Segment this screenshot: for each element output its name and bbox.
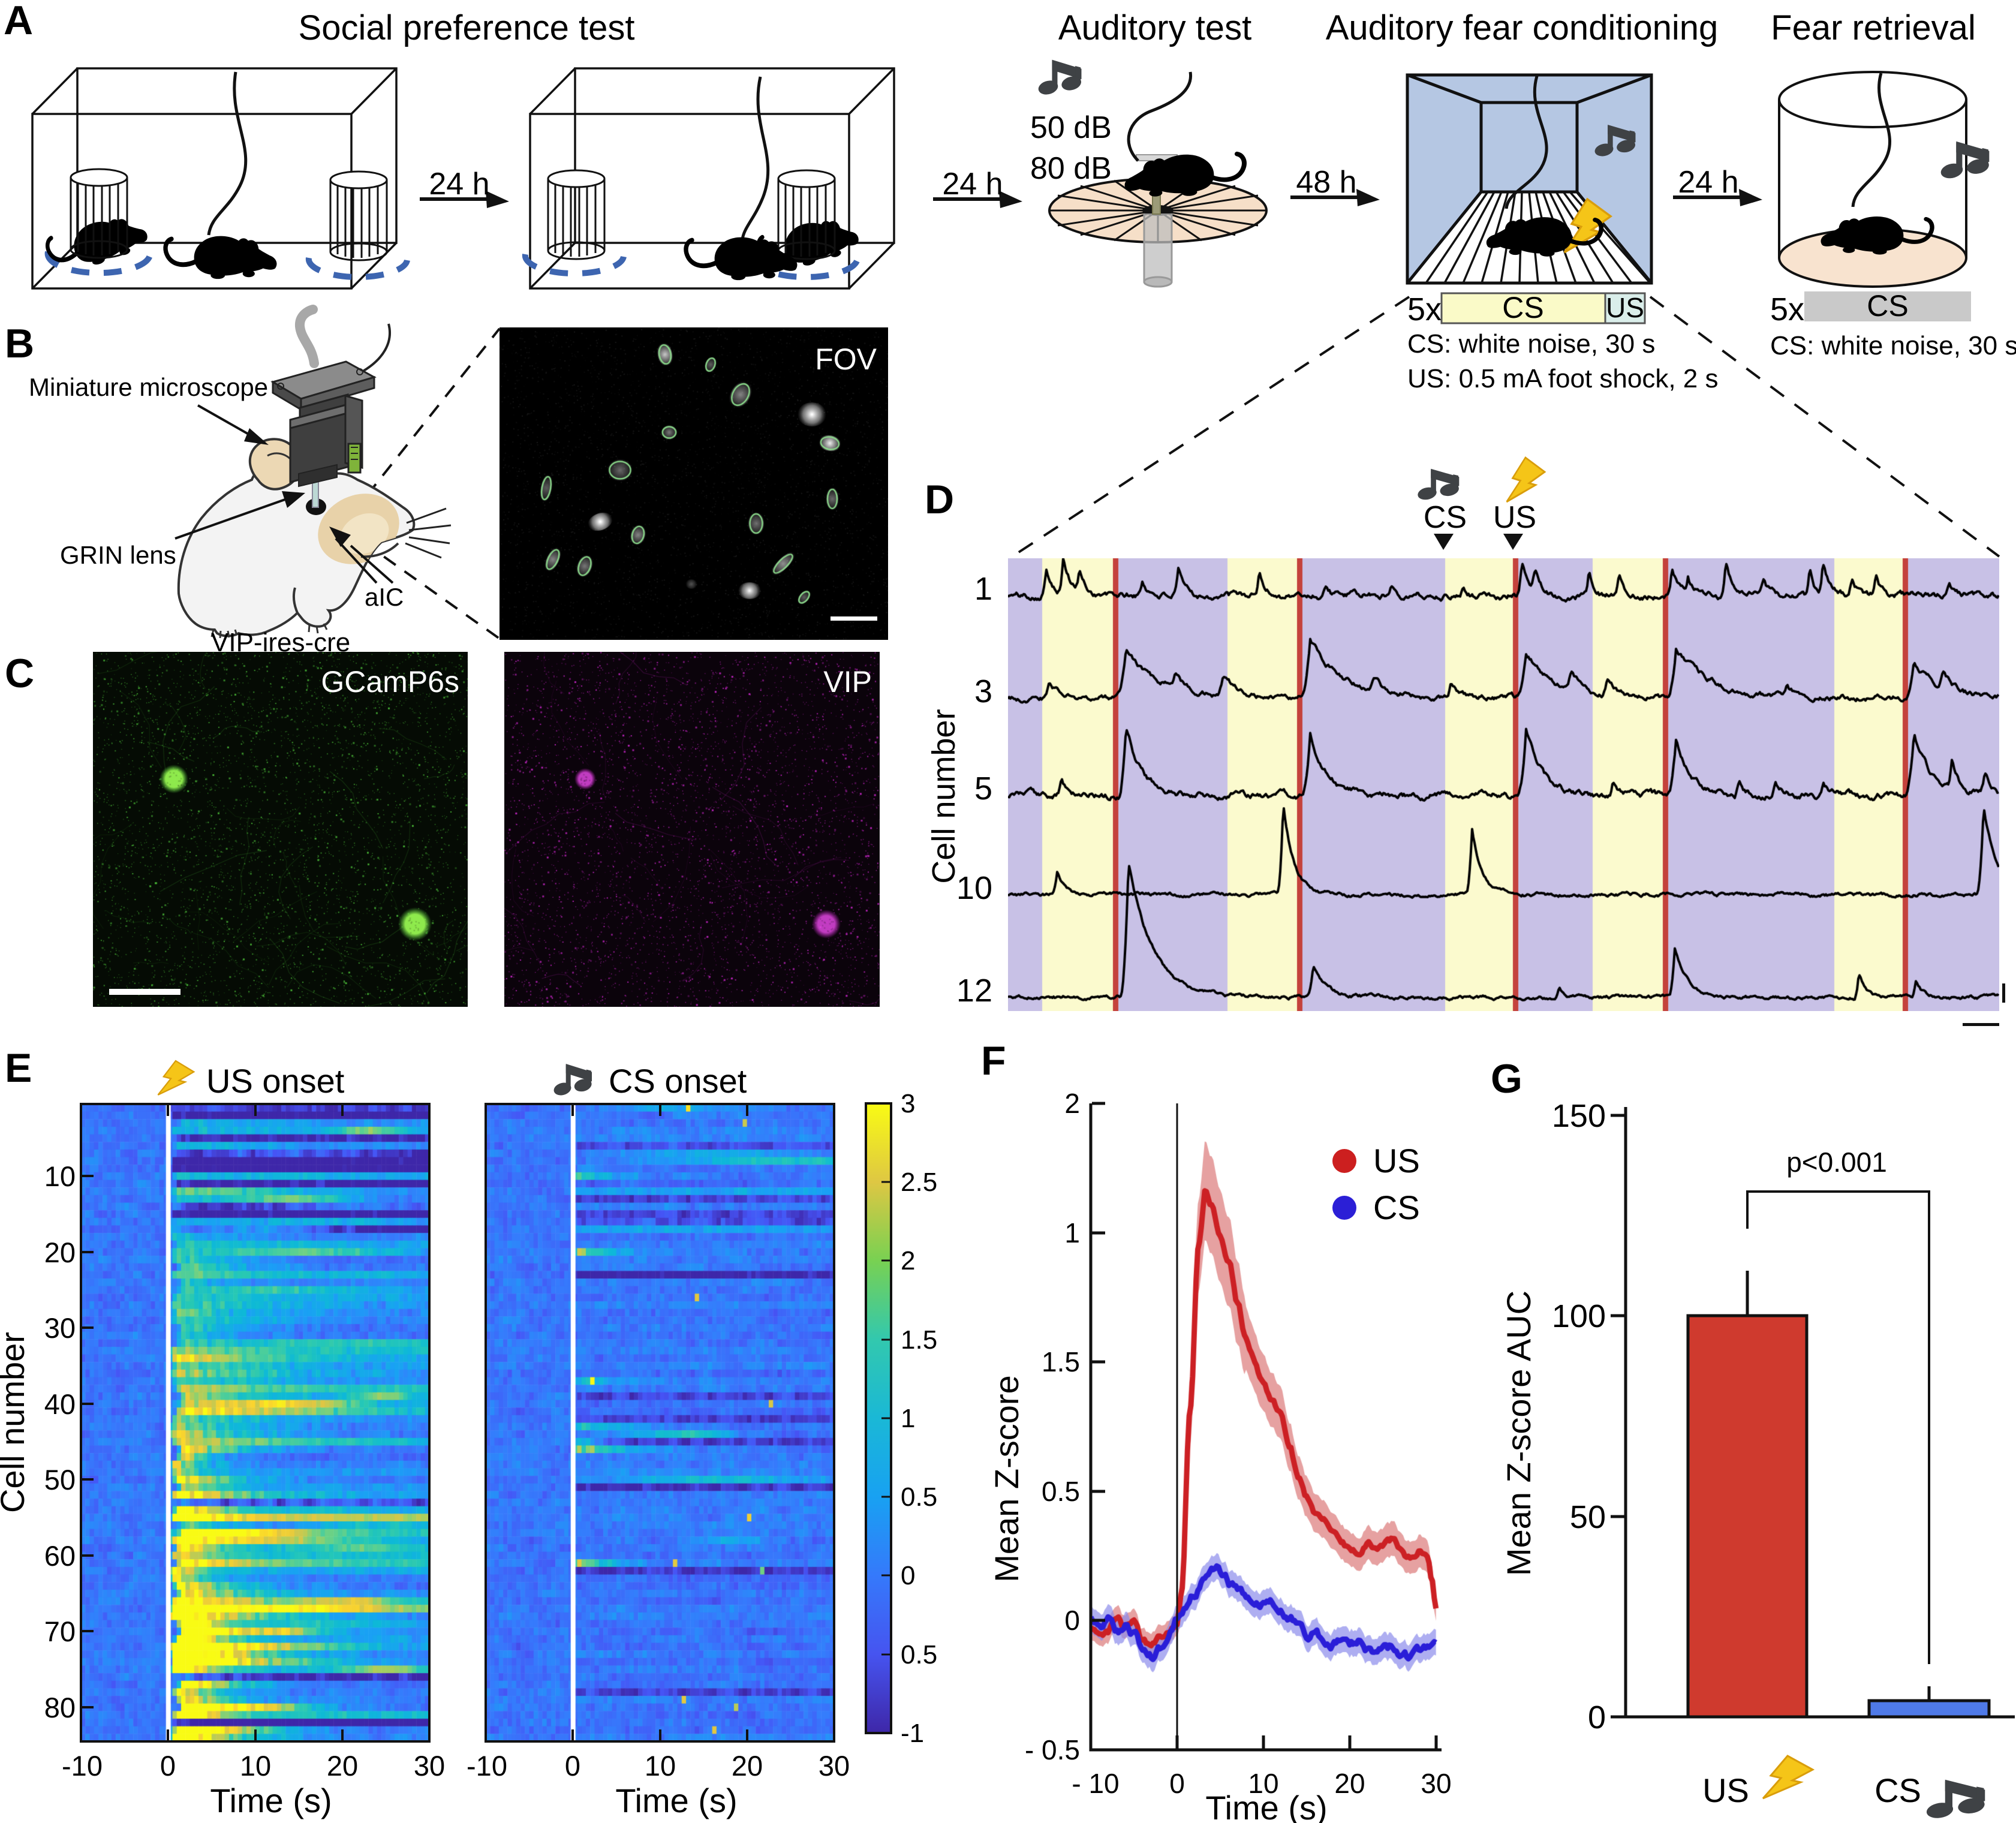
- svg-text:5: 5: [974, 771, 992, 807]
- svg-text:Mean Z-score AUC: Mean Z-score AUC: [1500, 1290, 1537, 1576]
- svg-text:-10: -10: [467, 1750, 507, 1782]
- svg-text:Mean Z-score: Mean Z-score: [988, 1375, 1025, 1582]
- svg-text:-10: -10: [62, 1750, 103, 1782]
- svg-text:US: US: [1702, 1771, 1749, 1809]
- svg-text:5x: 5x: [1407, 291, 1442, 327]
- svg-text:0.5: 0.5: [901, 1482, 937, 1512]
- svg-text:CS: CS: [1373, 1189, 1420, 1226]
- svg-text:US: US: [1493, 500, 1536, 535]
- svg-text:1: 1: [901, 1404, 915, 1433]
- svg-text:-1: -1: [901, 1719, 924, 1748]
- svg-text:CS: white noise, 30 s: CS: white noise, 30 s: [1770, 331, 2016, 360]
- svg-text:Social preference test: Social preference test: [299, 8, 635, 47]
- svg-text:30: 30: [1421, 1768, 1451, 1799]
- svg-text:Auditory fear conditioning: Auditory fear conditioning: [1326, 8, 1719, 47]
- svg-text:24 h: 24 h: [1678, 165, 1738, 200]
- svg-text:0: 0: [901, 1561, 915, 1590]
- svg-text:30: 30: [44, 1312, 76, 1344]
- svg-text:CS: CS: [1867, 289, 1908, 323]
- svg-text:CS: CS: [1874, 1771, 1921, 1809]
- svg-text:3: 3: [901, 1089, 915, 1118]
- svg-text:20: 20: [732, 1750, 763, 1782]
- svg-text:CS onset: CS onset: [609, 1062, 747, 1100]
- svg-text:US onset: US onset: [206, 1062, 345, 1100]
- svg-text:5x: 5x: [1770, 291, 1804, 327]
- svg-text:60: 60: [44, 1540, 76, 1572]
- svg-text:30: 30: [819, 1750, 850, 1782]
- svg-text:- 0.5: - 0.5: [1025, 1734, 1080, 1765]
- svg-text:10: 10: [645, 1750, 676, 1782]
- svg-text:Cell number: Cell number: [0, 1332, 31, 1513]
- svg-text:2.5: 2.5: [901, 1168, 937, 1197]
- svg-text:F: F: [981, 1038, 1006, 1084]
- svg-text:50: 50: [44, 1464, 76, 1496]
- svg-text:C: C: [5, 651, 34, 696]
- svg-text:D: D: [925, 477, 954, 522]
- svg-text:VIP: VIP: [823, 665, 872, 699]
- svg-text:0: 0: [1169, 1768, 1185, 1799]
- svg-text:10: 10: [240, 1750, 271, 1782]
- svg-text:1: 1: [974, 571, 992, 607]
- svg-text:30: 30: [414, 1750, 445, 1782]
- svg-text:24 h: 24 h: [429, 167, 489, 201]
- svg-text:20: 20: [44, 1237, 76, 1268]
- svg-text:80 dB: 80 dB: [1030, 151, 1112, 186]
- svg-text:1.5: 1.5: [1042, 1346, 1080, 1377]
- svg-text:FOV: FOV: [815, 342, 877, 376]
- svg-text:B: B: [5, 321, 34, 366]
- svg-text:VIP-ires-cre: VIP-ires-cre: [211, 628, 350, 657]
- svg-text:1.5: 1.5: [901, 1325, 937, 1355]
- svg-text:10: 10: [44, 1160, 76, 1192]
- svg-text:40: 40: [44, 1388, 76, 1420]
- svg-text:12: 12: [956, 973, 992, 1009]
- svg-text:70: 70: [44, 1616, 76, 1647]
- svg-text:G: G: [1491, 1056, 1522, 1102]
- svg-text:2: 2: [1064, 1088, 1080, 1119]
- svg-text:24 h: 24 h: [942, 167, 1003, 201]
- svg-text:Cell number: Cell number: [926, 709, 962, 883]
- svg-text:GRIN lens: GRIN lens: [60, 541, 176, 569]
- svg-text:US: US: [1373, 1142, 1420, 1180]
- svg-text:48 h: 48 h: [1296, 165, 1356, 200]
- svg-text:3: 3: [974, 673, 992, 709]
- svg-text:10: 10: [1248, 1768, 1278, 1799]
- svg-text:aIC: aIC: [365, 583, 404, 611]
- svg-text:E: E: [5, 1045, 32, 1091]
- svg-text:Time (s): Time (s): [210, 1782, 332, 1819]
- svg-text:0.5: 0.5: [901, 1640, 937, 1669]
- svg-text:10: 10: [956, 870, 992, 906]
- svg-text:Miniature microscope: Miniature microscope: [29, 373, 268, 401]
- svg-text:US: US: [1606, 292, 1644, 323]
- svg-text:0: 0: [1588, 1699, 1606, 1735]
- svg-text:50: 50: [1570, 1499, 1606, 1535]
- svg-text:20: 20: [1334, 1768, 1365, 1799]
- svg-text:80: 80: [44, 1692, 76, 1723]
- svg-text:Auditory test: Auditory test: [1058, 8, 1251, 47]
- svg-text:Fear retrieval: Fear retrieval: [1771, 8, 1976, 47]
- svg-text:2: 2: [901, 1246, 915, 1276]
- svg-text:150: 150: [1552, 1098, 1606, 1134]
- svg-text:0: 0: [565, 1750, 580, 1782]
- svg-text:- 10: - 10: [1072, 1768, 1119, 1799]
- svg-text:0: 0: [160, 1750, 176, 1782]
- svg-text:20: 20: [327, 1750, 358, 1782]
- svg-text:50 dB: 50 dB: [1030, 110, 1112, 145]
- svg-text:0: 0: [1064, 1605, 1080, 1636]
- svg-text:Time (s): Time (s): [615, 1782, 737, 1819]
- svg-text:CS: white noise, 30 s: CS: white noise, 30 s: [1407, 329, 1655, 359]
- svg-text:p<0.001: p<0.001: [1786, 1147, 1887, 1178]
- svg-text:100: 100: [1552, 1298, 1606, 1334]
- svg-text:GCamP6s: GCamP6s: [321, 665, 459, 699]
- svg-text:CS: CS: [1424, 500, 1467, 535]
- svg-text:A: A: [4, 0, 33, 43]
- svg-text:US: 0.5 mA foot shock, 2 s: US: 0.5 mA foot shock, 2 s: [1407, 364, 1718, 393]
- svg-text:CS: CS: [1502, 291, 1543, 324]
- svg-text:Time (s): Time (s): [1205, 1789, 1327, 1823]
- svg-text:1: 1: [1064, 1217, 1080, 1249]
- svg-text:0.5: 0.5: [1042, 1476, 1080, 1507]
